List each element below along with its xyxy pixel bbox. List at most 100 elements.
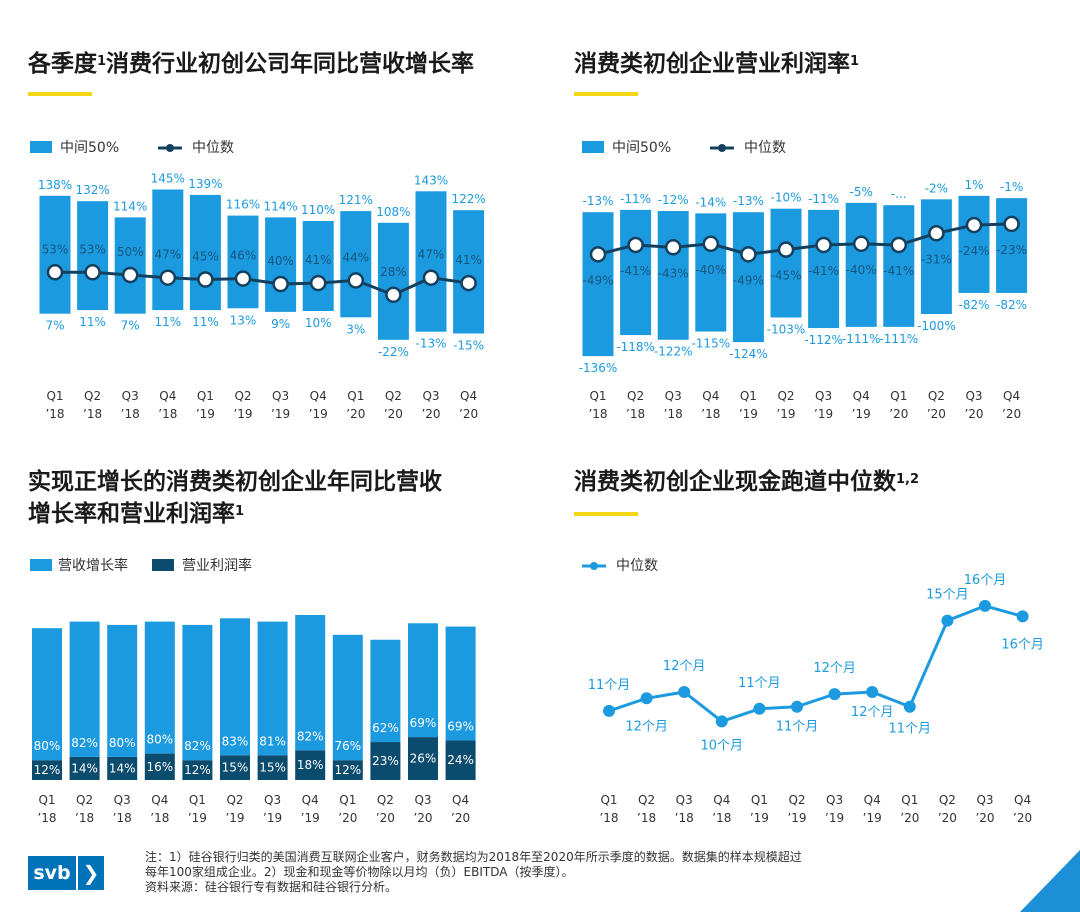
x-tick-label-year: ’18 xyxy=(37,811,56,825)
x-tick-label-year: ’20 xyxy=(889,407,908,421)
x-tick-label-quarter: Q3 xyxy=(826,793,843,807)
bar-bottom-label: -111% xyxy=(879,332,918,346)
opm-label: 15% xyxy=(259,761,286,775)
opm-bar xyxy=(144,753,175,780)
iqr-bar xyxy=(620,209,652,336)
median-label: -40% xyxy=(695,263,726,277)
bar-top-label: -13% xyxy=(582,194,613,208)
growth-label: 80% xyxy=(34,739,61,753)
bar-top-label: 121% xyxy=(339,193,373,207)
median-label: 40% xyxy=(267,254,294,268)
x-tick-label-year: ’20 xyxy=(975,811,994,825)
opm-label: 23% xyxy=(372,754,399,768)
legend-median-label: 中位数 xyxy=(744,140,786,156)
bar-bottom-label: -100% xyxy=(917,319,956,333)
bar-bottom-label: 10% xyxy=(305,316,332,330)
x-tick-label-quarter: Q4 xyxy=(159,389,176,403)
x-tick-label-year: ’18 xyxy=(83,407,102,421)
x-tick-label-quarter: Q1 xyxy=(347,389,364,403)
median-label: -41% xyxy=(883,264,914,278)
median-point xyxy=(234,270,252,287)
median-point xyxy=(84,264,101,281)
iqr-bar xyxy=(808,209,840,329)
x-tick-label-quarter: Q4 xyxy=(151,793,168,807)
bar-bottom-label: -115% xyxy=(691,337,730,351)
runway-point xyxy=(640,692,653,705)
median-point xyxy=(460,274,477,292)
growth-bar xyxy=(370,639,401,743)
runway-point xyxy=(715,715,728,728)
x-tick-label-quarter: Q2 xyxy=(777,389,794,403)
bar-bottom-label: 13% xyxy=(230,313,257,327)
legend-median-marker xyxy=(166,144,174,152)
growth-label: 69% xyxy=(410,716,437,730)
iqr-bar xyxy=(958,195,990,293)
operating-margin-chart: 中间50% 中位数-13%-136%-11%-118%-12%-122%-14%-… xyxy=(579,140,1028,421)
cash-runway-chart: 中位数 11个月 12个月 12个月 10个月 11个月 11个月 12个月 12个月 11个月 1… xyxy=(582,558,1044,825)
median-point xyxy=(347,272,365,289)
x-tick-label-year: ’18 xyxy=(588,407,607,421)
x-tick-label-year: ’19 xyxy=(188,811,207,825)
bar-top-label: 1% xyxy=(964,178,983,192)
x-tick-label-year: ’20 xyxy=(459,407,478,421)
median-label: -41% xyxy=(808,264,839,278)
median-label: -43% xyxy=(658,266,689,280)
x-tick-label-year: ’19 xyxy=(825,811,844,825)
median-label: -31% xyxy=(921,252,952,266)
x-tick-label-quarter: Q2 xyxy=(939,793,956,807)
x-tick-label-year: ’18 xyxy=(675,811,694,825)
x-tick-label-year: ’20 xyxy=(346,407,365,421)
growth-label: 83% xyxy=(222,734,249,748)
x-tick-label-quarter: Q3 xyxy=(414,793,431,807)
iqr-bar xyxy=(114,217,146,314)
runway-label: 10个月 xyxy=(701,738,744,753)
x-tick-label-quarter: Q2 xyxy=(638,793,655,807)
x-tick-label-year: ’18 xyxy=(626,407,645,421)
x-tick-label-year: ’18 xyxy=(121,407,140,421)
x-tick-label-year: ’20 xyxy=(376,811,395,825)
x-tick-label-quarter: Q4 xyxy=(1003,389,1020,403)
x-tick-label-quarter: Q3 xyxy=(114,793,131,807)
x-tick-label-year: ’20 xyxy=(421,407,440,421)
runway-point xyxy=(678,686,691,698)
bar-top-label: -11% xyxy=(808,192,839,206)
runway-label: 12个月 xyxy=(663,659,706,674)
bar-top-label: -11% xyxy=(620,192,651,206)
x-tick-label-year: ’19 xyxy=(271,407,290,421)
bar-bottom-label: -103% xyxy=(767,323,806,337)
median-point xyxy=(928,225,945,242)
x-tick-label-quarter: Q4 xyxy=(702,389,719,403)
median-point xyxy=(422,269,440,286)
iqr-bar xyxy=(996,198,1028,293)
x-tick-label-year: ’19 xyxy=(309,407,328,421)
bar-bottom-label: -22% xyxy=(378,345,409,359)
runway-point xyxy=(979,599,991,612)
x-tick-label-quarter: Q1 xyxy=(46,389,63,403)
x-tick-label-year: ’20 xyxy=(900,811,919,825)
growth-label: 76% xyxy=(334,739,361,753)
svb-logo-text: svb xyxy=(28,856,76,890)
x-tick-label-year: ’20 xyxy=(927,407,946,421)
opm-bar xyxy=(257,755,288,780)
opm-bar xyxy=(107,756,138,780)
growth-bar xyxy=(32,628,62,761)
x-tick-label-quarter: Q1 xyxy=(740,389,757,403)
median-label: -41% xyxy=(620,264,651,278)
x-tick-label-year: ’19 xyxy=(233,407,252,421)
bar-top-label: -10% xyxy=(770,191,801,205)
x-tick-label-year: ’18 xyxy=(599,811,618,825)
x-tick-label-quarter: Q4 xyxy=(460,389,477,403)
bar-top-label: -13% xyxy=(733,194,764,208)
opm-bar xyxy=(332,760,363,780)
x-tick-label-quarter: Q4 xyxy=(310,389,327,403)
growth-bar xyxy=(408,623,438,738)
bar-top-label: -12% xyxy=(658,193,689,207)
bar-bottom-label: 7% xyxy=(45,319,64,333)
x-tick-label-quarter: Q3 xyxy=(965,389,982,403)
x-tick-label-quarter: Q4 xyxy=(1014,793,1031,807)
x-tick-label-quarter: Q4 xyxy=(864,793,881,807)
opm-bar xyxy=(182,760,213,780)
x-tick-label-year: ’20 xyxy=(451,811,470,825)
x-tick-label-quarter: Q2 xyxy=(928,389,945,403)
median-point xyxy=(46,264,64,281)
